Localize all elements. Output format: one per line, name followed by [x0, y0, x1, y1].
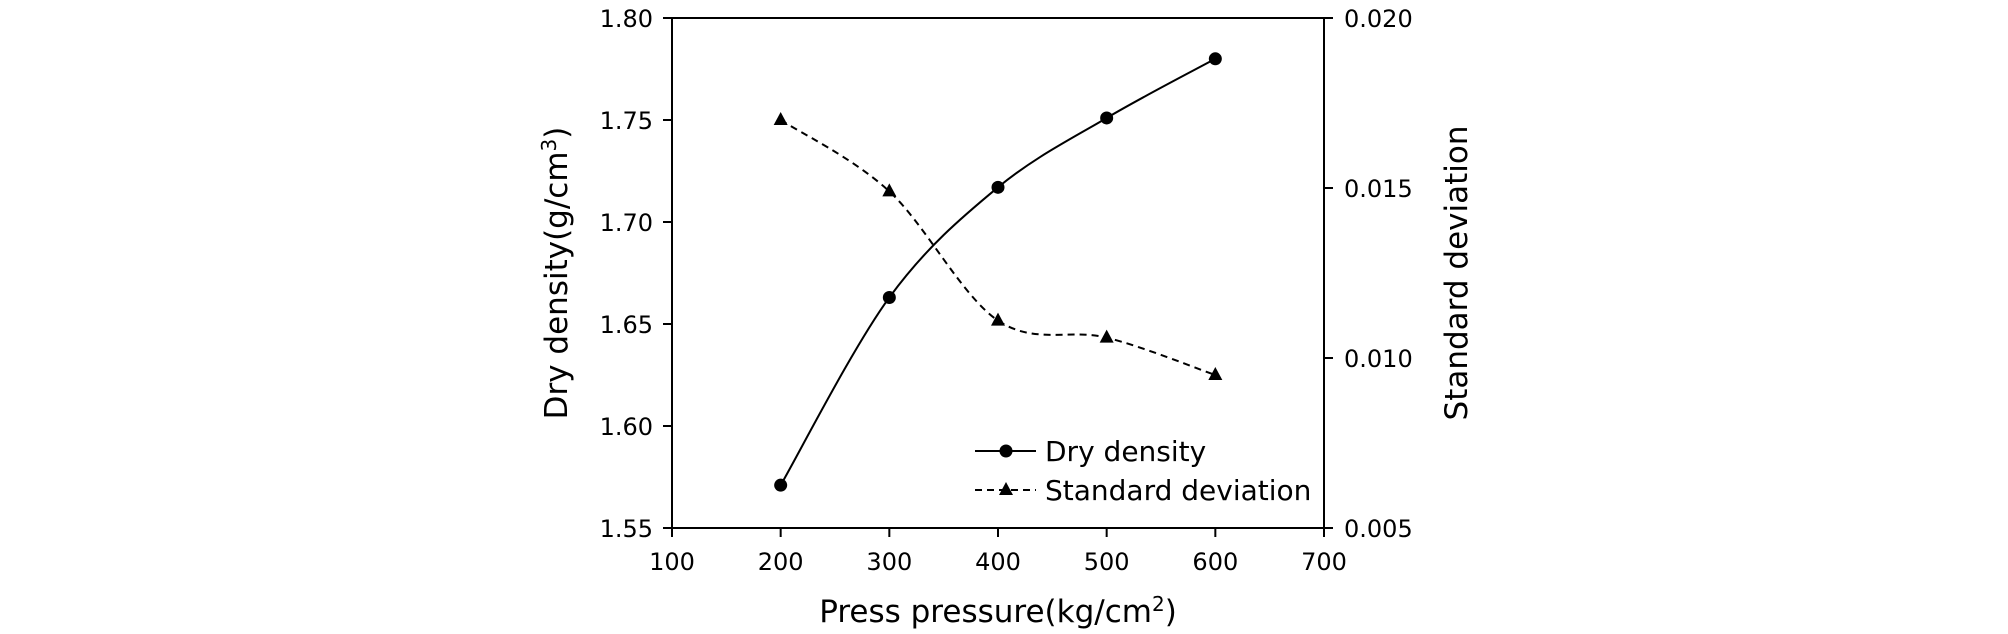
x-tick-label: 200: [758, 548, 804, 576]
right-y-tick-label: 0.010: [1344, 345, 1413, 373]
dry-density-point: [774, 478, 788, 492]
right-y-tick-label: 0.015: [1344, 175, 1413, 203]
dry-density-point: [882, 290, 896, 304]
left-y-tick-label: 1.60: [600, 413, 653, 441]
left-y-axis-ticks: 1.55 1.60 1.65 1.70 1.75 1.80: [600, 5, 672, 543]
x-tick-label: 700: [1301, 548, 1347, 576]
left-y-tick-label: 1.80: [600, 5, 653, 33]
standard-deviation-point: [991, 312, 1005, 326]
legend-dry-density-label: Dry density: [1045, 435, 1206, 468]
standard-deviation-point: [882, 183, 897, 197]
legend-standard-deviation-label: Standard deviation: [1045, 474, 1311, 507]
right-y-axis-title: Standard deviation: [1439, 126, 1475, 421]
x-axis-title: Press pressure(kg/cm2): [819, 592, 1177, 630]
left-y-tick-label: 1.65: [600, 311, 653, 339]
series-layer: [773, 52, 1223, 492]
x-tick-label: 400: [975, 548, 1021, 576]
right-y-tick-label: 0.020: [1344, 5, 1413, 33]
standard-deviation-point: [1208, 367, 1223, 380]
x-tick-label: 100: [649, 548, 695, 576]
left-y-tick-label: 1.75: [600, 107, 653, 135]
dry-density-point: [1100, 111, 1114, 125]
dry-density-series-line: [779, 57, 1216, 486]
left-y-axis-title-superscript: 3: [537, 139, 561, 152]
legend: Dry density Standard deviation: [975, 435, 1311, 507]
x-tick-label: 300: [866, 548, 912, 576]
standard-deviation-point: [1099, 329, 1114, 343]
right-y-tick-label: 0.005: [1344, 515, 1413, 543]
right-y-axis-ticks: 0.005 0.010 0.015 0.020: [1324, 5, 1413, 543]
x-tick-label: 600: [1192, 548, 1238, 576]
standard-deviation-series-line: [780, 119, 1216, 376]
left-y-tick-label: 1.55: [600, 515, 653, 543]
x-axis-title-superscript: 2: [1152, 592, 1165, 616]
x-axis-ticks: 100 200 300 400 500 600 700: [649, 528, 1347, 576]
standard-deviation-point: [773, 112, 788, 125]
dry-density-point: [991, 180, 1005, 194]
x-tick-label: 500: [1084, 548, 1130, 576]
left-y-tick-label: 1.70: [600, 209, 653, 237]
legend-dry-density-marker: [999, 444, 1013, 458]
dry-density-point: [1208, 52, 1222, 66]
legend-standard-deviation-marker: [999, 482, 1013, 495]
left-y-axis-title: Dry density(g/cm3): [537, 127, 575, 420]
